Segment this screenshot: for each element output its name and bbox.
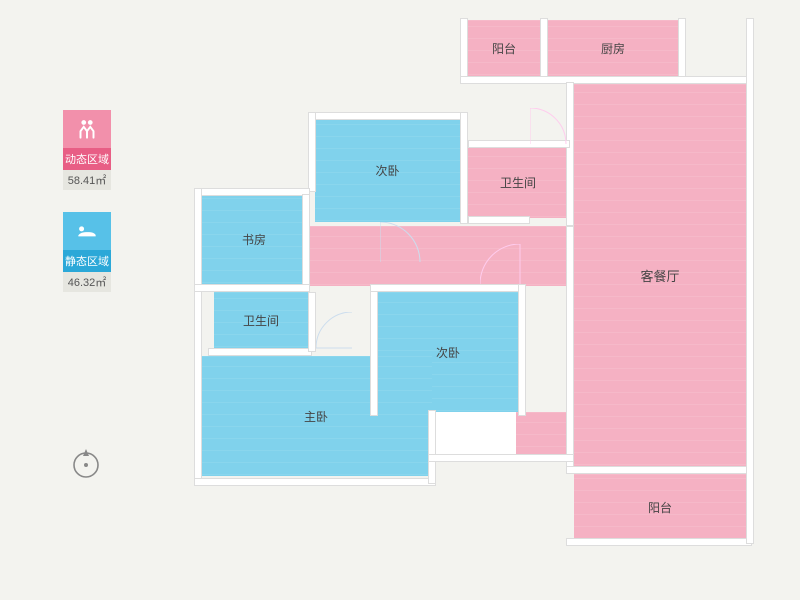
room-living: 客餐厅 <box>574 84 746 466</box>
legend-dynamic-label: 动态区域 <box>63 148 111 170</box>
wall <box>460 18 468 82</box>
room-label: 卫生间 <box>500 174 536 191</box>
room-label: 卫生间 <box>243 312 279 329</box>
legend-static-value: 46.32㎡ <box>63 272 111 292</box>
room-bathroom-1: 卫生间 <box>468 146 568 218</box>
legend-static: 静态区域 46.32㎡ <box>58 212 116 292</box>
room-label: 次卧 <box>375 162 399 179</box>
plan-gap <box>436 412 516 456</box>
wall <box>428 410 436 484</box>
wall <box>308 112 316 192</box>
people-icon <box>63 110 111 148</box>
room-balcony-bottom: 阳台 <box>574 474 746 540</box>
wall <box>566 226 574 474</box>
room-second-bed-1: 次卧 <box>315 118 460 222</box>
room-label: 厨房 <box>601 40 625 57</box>
wall <box>302 194 310 290</box>
wall <box>460 112 468 224</box>
wall <box>194 284 310 292</box>
wall <box>540 18 548 82</box>
wall <box>566 82 574 226</box>
corridor <box>310 226 568 286</box>
room-study: 书房 <box>200 194 308 284</box>
room-bathroom-2: 卫生间 <box>214 292 308 348</box>
compass-icon <box>68 445 104 481</box>
room-label: 书房 <box>242 231 266 248</box>
wall <box>370 284 378 416</box>
room-balcony-top: 阳台 <box>468 20 540 76</box>
room-label: 主卧 <box>304 408 328 425</box>
wall <box>460 76 754 84</box>
wall <box>678 18 686 82</box>
wall <box>468 140 570 148</box>
legend: 动态区域 58.41㎡ 静态区域 46.32㎡ <box>58 110 116 314</box>
wall <box>194 188 202 486</box>
wall <box>194 188 310 196</box>
wall <box>428 454 574 462</box>
floor-plan: 阳台 厨房 卫生间 客餐厅 阳台 次卧 书房 卫生间 次卧 主卧 <box>180 12 760 572</box>
wall <box>370 284 522 292</box>
legend-static-label: 静态区域 <box>63 250 111 272</box>
wall <box>308 292 316 352</box>
room-label: 客餐厅 <box>640 266 679 285</box>
room-kitchen: 厨房 <box>548 20 678 76</box>
wall <box>208 348 312 356</box>
legend-dynamic-value: 58.41㎡ <box>63 170 111 190</box>
legend-dynamic: 动态区域 58.41㎡ <box>58 110 116 190</box>
room-label: 阳台 <box>492 40 516 57</box>
wall <box>566 466 752 474</box>
wall <box>468 216 530 224</box>
wall <box>746 18 754 544</box>
room-master-bed: 主卧 <box>200 356 432 476</box>
room-label: 次卧 <box>436 344 460 361</box>
room-label: 阳台 <box>648 499 672 516</box>
sleep-icon <box>63 212 111 250</box>
wall <box>308 112 466 120</box>
wall <box>194 478 436 486</box>
wall <box>518 284 526 416</box>
door-arc <box>316 312 356 352</box>
wall <box>566 538 752 546</box>
